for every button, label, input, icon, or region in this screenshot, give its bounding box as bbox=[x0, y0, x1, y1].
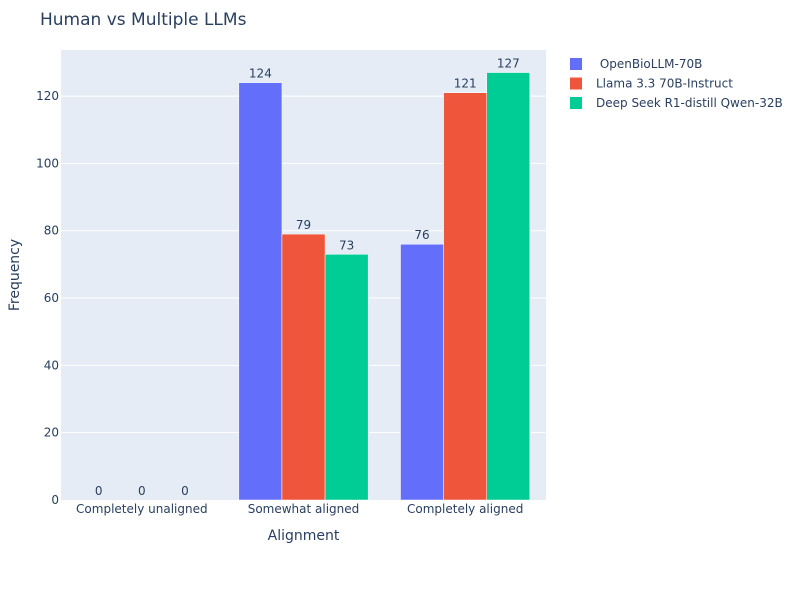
legend-swatch bbox=[570, 97, 582, 109]
bar bbox=[443, 92, 487, 501]
data-label: 124 bbox=[249, 67, 272, 81]
legend-item[interactable]: Deep Seek R1-distill Qwen-32B bbox=[570, 96, 783, 110]
bar bbox=[400, 243, 444, 501]
x-tick-label: Completely aligned bbox=[407, 502, 523, 516]
y-tick-label: 40 bbox=[44, 358, 59, 372]
data-labels: 0 0 0 124 79 73 76 121 127 bbox=[95, 57, 520, 498]
y-tick-label: 20 bbox=[44, 426, 59, 440]
x-axis-title: Alignment bbox=[268, 528, 340, 544]
legend-label: OpenBioLLM-70B bbox=[596, 57, 702, 71]
y-tick-label: 0 bbox=[51, 493, 59, 507]
data-label: 127 bbox=[497, 57, 520, 71]
data-label: 79 bbox=[296, 218, 311, 232]
x-axis-ticks: Completely unaligned Somewhat aligned Comp… bbox=[76, 502, 523, 516]
y-axis-ticks: 0 20 40 60 80 100 120 bbox=[36, 89, 59, 507]
bar bbox=[486, 72, 531, 501]
data-label: 121 bbox=[454, 77, 477, 91]
bars bbox=[238, 72, 531, 501]
bar bbox=[238, 82, 283, 501]
x-tick-label: Completely unaligned bbox=[76, 502, 208, 516]
bar bbox=[324, 254, 369, 501]
legend-label: Deep Seek R1-distill Qwen-32B bbox=[596, 96, 783, 110]
data-label: 0 bbox=[138, 484, 146, 498]
data-label: 0 bbox=[181, 484, 189, 498]
y-tick-label: 100 bbox=[36, 156, 59, 170]
y-axis-title: Frequency bbox=[7, 239, 23, 311]
legend: OpenBioLLM-70B Llama 3.3 70B-Instruct Deep… bbox=[570, 57, 783, 110]
y-tick-label: 120 bbox=[36, 89, 59, 103]
legend-item[interactable]: OpenBioLLM-70B bbox=[570, 57, 702, 71]
data-label: 0 bbox=[95, 484, 103, 498]
legend-item[interactable]: Llama 3.3 70B-Instruct bbox=[570, 77, 733, 91]
bar bbox=[281, 233, 326, 501]
data-label: 73 bbox=[339, 238, 354, 252]
y-tick-label: 80 bbox=[44, 224, 59, 238]
chart-title: Human vs Multiple LLMs bbox=[40, 10, 247, 30]
legend-swatch bbox=[570, 58, 582, 70]
legend-swatch bbox=[570, 77, 582, 90]
y-tick-label: 60 bbox=[44, 291, 59, 305]
legend-label: Llama 3.3 70B-Instruct bbox=[596, 77, 733, 91]
data-label: 76 bbox=[414, 228, 429, 242]
x-tick-label: Somewhat aligned bbox=[248, 502, 360, 516]
